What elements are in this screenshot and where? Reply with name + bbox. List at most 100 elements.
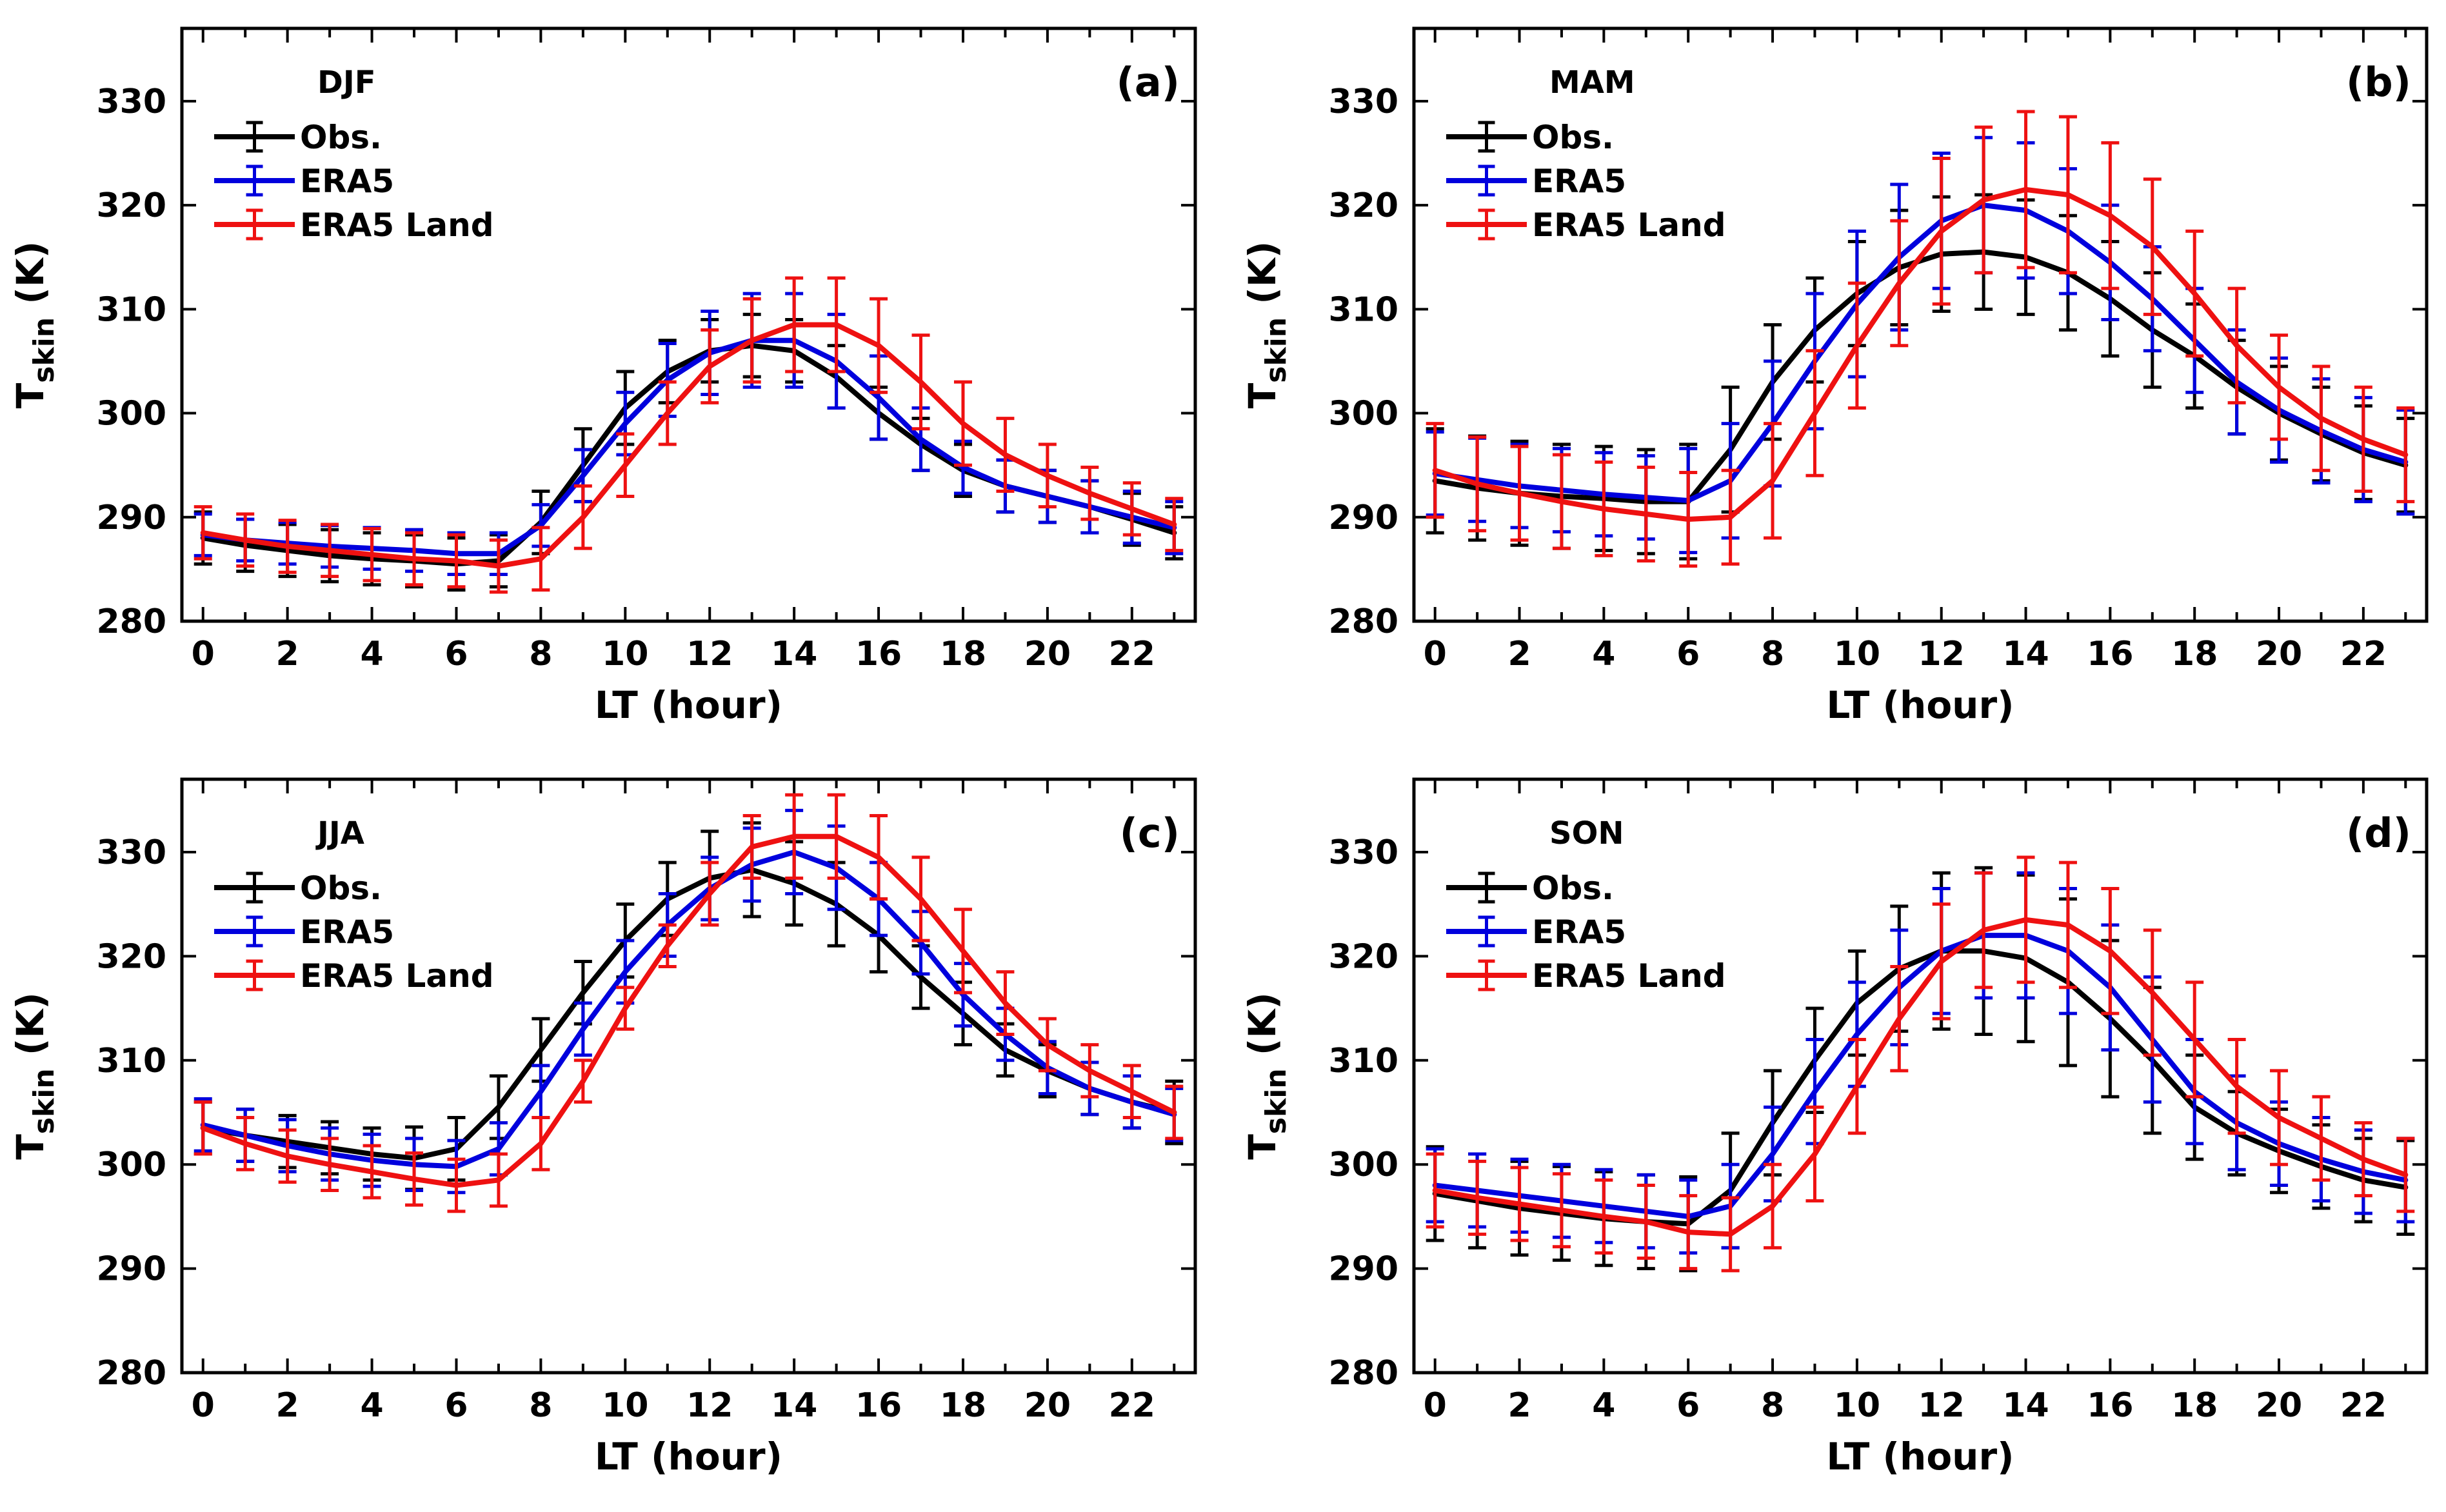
x-tick-label: 2 [1507, 1386, 1531, 1425]
legend-label-obs: Obs. [300, 119, 382, 156]
x-tick-label: 12 [1918, 635, 1965, 673]
panel-label: (a) [1116, 59, 1180, 106]
x-tick-label: 8 [529, 1386, 552, 1425]
panel-label: (c) [1120, 810, 1180, 857]
x-tick-label: 0 [1424, 635, 1447, 673]
x-tick-label: 10 [602, 635, 648, 673]
series-line-era5 [1432, 933, 2409, 1219]
x-tick-label: 22 [2340, 635, 2387, 673]
season-label: MAM [1549, 65, 1635, 101]
x-tick-label: 12 [686, 1386, 733, 1425]
x-tick-label: 20 [2256, 1386, 2302, 1425]
x-tick-label: 16 [855, 1386, 902, 1425]
series-line-era5 [200, 337, 1177, 557]
plot-area [194, 793, 1184, 1213]
y-tick-label: 290 [96, 1250, 166, 1289]
series-line-era5 [1432, 203, 2409, 503]
y-tick-label: 310 [1328, 1042, 1398, 1080]
y-axis-label-sub: skin [28, 1068, 61, 1134]
legend-item-obs: Obs. [1446, 870, 1614, 907]
x-tick-label: 2 [276, 1386, 299, 1425]
legend-item-era5land: ERA5 Land [1446, 206, 1726, 244]
x-tick-label: 22 [1109, 1386, 1155, 1425]
legend-label-era5: ERA5 [1532, 913, 1626, 951]
series-era5land [1426, 855, 2415, 1273]
y-axis-label: Tskin (K) [8, 241, 61, 409]
x-tick-label: 14 [771, 1386, 817, 1425]
x-tick-label: 0 [1424, 1386, 1447, 1425]
x-tick-label: 18 [2171, 1386, 2218, 1425]
y-tick-label: 330 [1328, 833, 1398, 872]
x-tick-label: 2 [1507, 635, 1531, 673]
y-tick-label: 330 [1328, 83, 1398, 121]
y-tick-label: 320 [1328, 937, 1398, 976]
axes-box [180, 777, 1197, 1375]
y-tick-label: 310 [1328, 290, 1398, 329]
legend-item-obs: Obs. [214, 870, 382, 907]
plot-area [194, 276, 1184, 594]
plot-area [1426, 110, 2415, 568]
y-axis-label-main: T [1240, 1134, 1284, 1160]
x-tick-label: 0 [192, 1386, 215, 1425]
series-era5land [194, 276, 1184, 594]
legend-label-era5land: ERA5 Land [300, 957, 494, 995]
series-line-obs [200, 867, 1177, 1161]
x-tick-label: 4 [360, 635, 383, 673]
axes-box [1412, 777, 2429, 1375]
y-axis-label-sub: skin [28, 317, 61, 383]
x-axis-label: LT (hour) [1826, 683, 2014, 727]
y-axis-label-main: T [8, 383, 52, 408]
x-tick-label: 20 [1024, 1386, 1071, 1425]
y-axis-label: Tskin (K) [1240, 992, 1293, 1160]
y-tick-label: 300 [1328, 1146, 1398, 1184]
x-tick-label: 8 [1761, 635, 1784, 673]
series-era5land [194, 793, 1184, 1213]
series-line-obs [1432, 249, 2409, 504]
x-axis-label: LT (hour) [595, 1435, 782, 1478]
panel-b: 0 2 4 6 8 10 12 14 16 18 20 22 280 290 300 310 320 330 LT … [1240, 26, 2429, 727]
y-axis-label-main: T [1240, 383, 1284, 408]
series-line-era5land [200, 833, 1177, 1188]
y-tick-label: 300 [96, 395, 166, 433]
x-tick-label: 18 [940, 1386, 986, 1425]
legend-item-obs: Obs. [214, 119, 382, 156]
legend-item-era5land: ERA5 Land [1446, 957, 1726, 995]
x-tick-label: 10 [1834, 635, 1880, 673]
x-tick-label: 18 [2171, 635, 2218, 673]
legend-label-obs: Obs. [1532, 870, 1614, 907]
y-tick-label: 310 [96, 1042, 166, 1080]
y-tick-label: 280 [1328, 1354, 1398, 1393]
x-tick-label: 2 [276, 635, 299, 673]
y-axis-label: Tskin (K) [8, 992, 61, 1160]
series-line-era5land [1432, 186, 2409, 522]
series-line-era5land [200, 322, 1177, 569]
season-label: JJA [315, 815, 364, 851]
x-tick-label: 22 [1109, 635, 1155, 673]
x-tick-label: 14 [2002, 635, 2049, 673]
y-tick-label: 330 [96, 833, 166, 872]
x-tick-label: 4 [360, 1386, 383, 1425]
axes-box [1412, 26, 2429, 623]
legend-label-era5land: ERA5 Land [1532, 957, 1726, 995]
x-tick-label: 16 [2087, 635, 2133, 673]
y-axis-label-sub: skin [1260, 1068, 1293, 1134]
x-tick-label: 4 [1592, 1386, 1615, 1425]
x-tick-label: 10 [1834, 1386, 1880, 1425]
legend-item-era5: ERA5 [1446, 163, 1626, 200]
legend-item-era5: ERA5 [1446, 913, 1626, 951]
y-tick-label: 330 [96, 83, 166, 121]
panel-label: (b) [2346, 59, 2411, 106]
legend-label-era5: ERA5 [300, 163, 394, 200]
legend-item-era5: ERA5 [214, 163, 394, 200]
x-tick-label: 4 [1592, 635, 1615, 673]
series-line-era5land [1432, 917, 2409, 1237]
series-line-obs [200, 343, 1177, 567]
legend-item-era5land: ERA5 Land [214, 957, 494, 995]
y-tick-label: 280 [1328, 602, 1398, 641]
legend-label-era5land: ERA5 Land [1532, 206, 1726, 244]
y-tick-label: 320 [1328, 186, 1398, 225]
legend-label-era5: ERA5 [300, 913, 394, 951]
y-axis-label: Tskin (K) [1240, 241, 1293, 409]
series-era5 [194, 808, 1184, 1195]
x-tick-label: 8 [1761, 1386, 1784, 1425]
